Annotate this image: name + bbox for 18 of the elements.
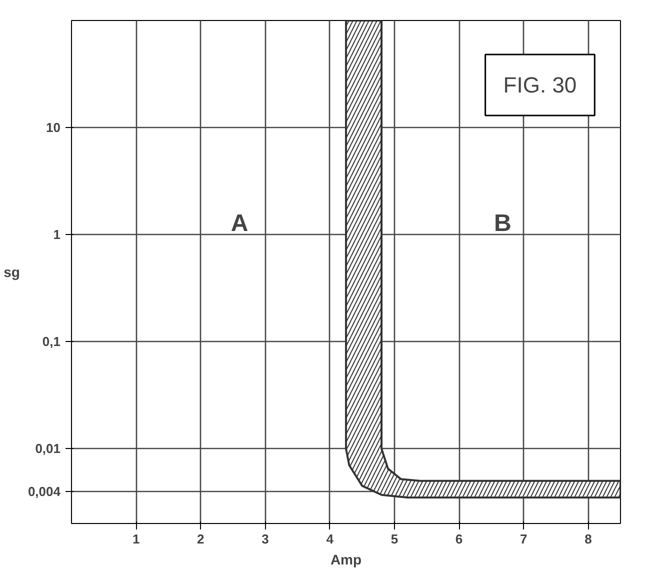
x-axis-title: Amp [330, 552, 362, 568]
x-tick-label: 1 [132, 532, 140, 546]
x-tick-label: 5 [390, 532, 398, 546]
x-tick-label: 4 [326, 532, 334, 546]
x-tick-label: 3 [262, 532, 269, 546]
annotation: FIG. 30 [503, 72, 577, 98]
x-tick-label: 7 [520, 532, 528, 546]
annotation: B [494, 210, 512, 237]
y-tick-label: 0,01 [35, 441, 61, 456]
annotation: A [230, 210, 248, 237]
y-tick-label: 0,004 [28, 484, 62, 499]
y-tick-label: 0,1 [42, 334, 61, 350]
x-tick-label: 8 [584, 532, 592, 546]
x-tick-label: 6 [455, 532, 463, 546]
x-tick-label: 2 [197, 532, 204, 546]
y-axis-title: sg [4, 264, 20, 280]
y-tick-label: 10 [46, 120, 61, 136]
y-tick-label: 1 [53, 227, 61, 242]
